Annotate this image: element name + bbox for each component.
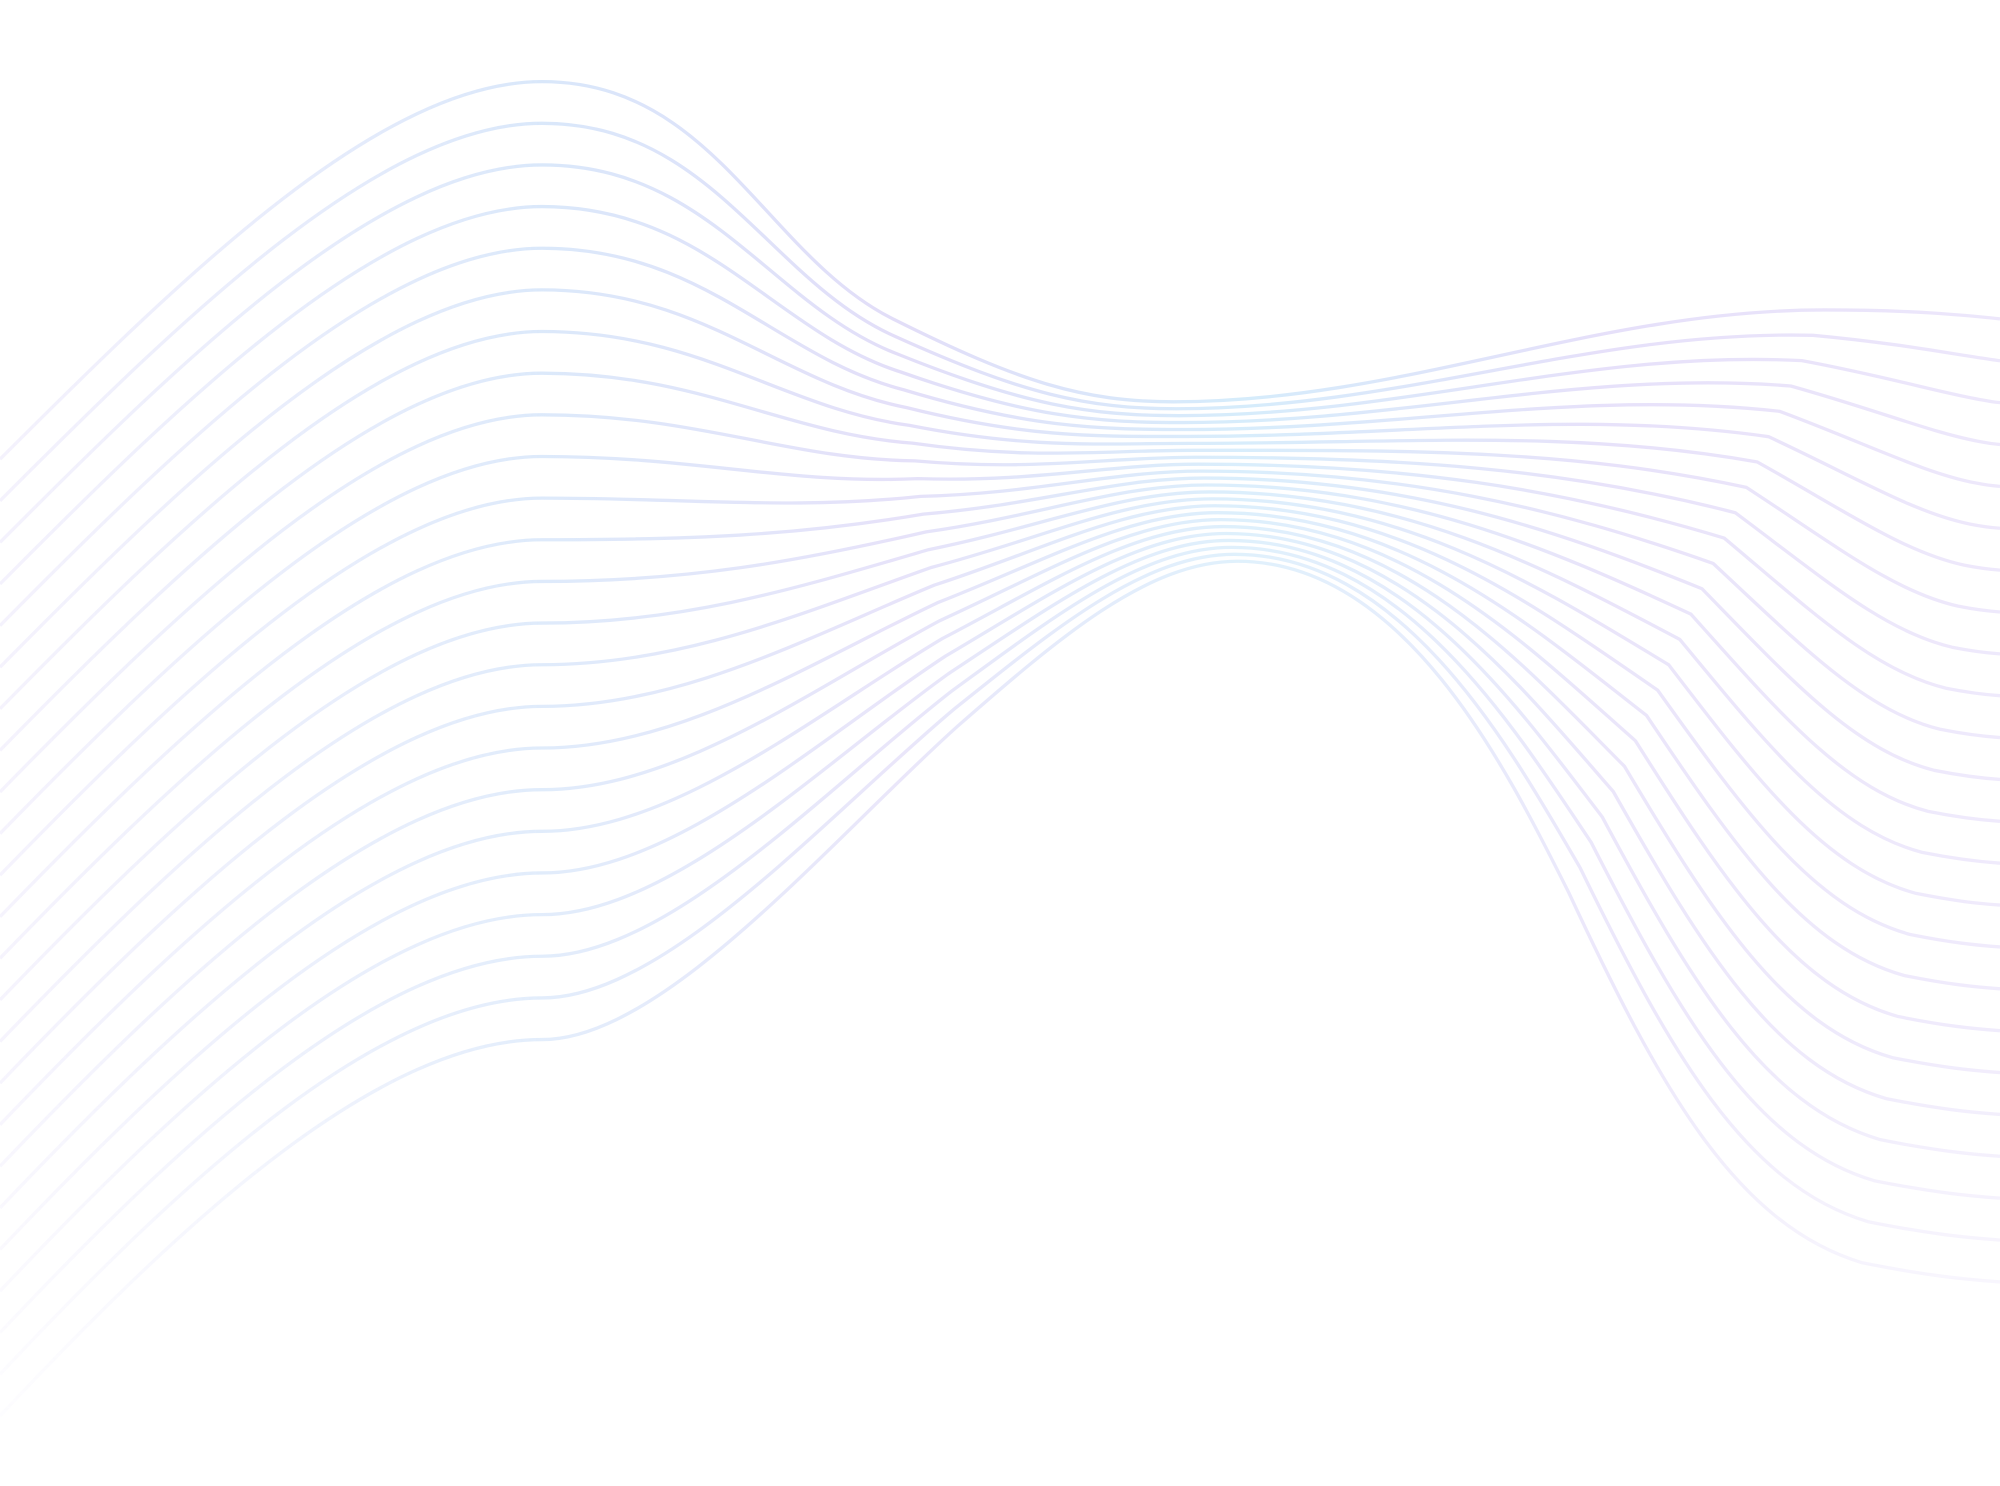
wave-line xyxy=(0,204,2000,586)
wave-line xyxy=(0,79,2000,461)
wave-line xyxy=(0,504,2000,1085)
wave-line xyxy=(0,524,2000,1210)
wave-line xyxy=(0,454,2000,835)
wave-line xyxy=(0,490,2000,1002)
wave-line xyxy=(0,329,2000,710)
wave-line xyxy=(0,531,2000,1251)
wave-line xyxy=(0,413,2000,794)
wave-line xyxy=(0,545,2000,1334)
wave-line xyxy=(0,538,2000,1293)
wave-line xyxy=(0,121,2000,502)
wave-line xyxy=(0,246,2000,627)
wave-line xyxy=(0,559,2000,1417)
wave-line xyxy=(0,163,2000,544)
wave-line xyxy=(0,517,2000,1168)
wave-line xyxy=(0,288,2000,669)
wave-line-group xyxy=(0,79,2000,1417)
wave-line xyxy=(0,497,2000,1043)
wave-line xyxy=(0,511,2000,1126)
wave-line xyxy=(0,476,2000,918)
wave-line xyxy=(0,483,2000,960)
wave-line xyxy=(0,552,2000,1376)
wave-line xyxy=(0,371,2000,752)
wave-line xyxy=(0,469,2000,877)
